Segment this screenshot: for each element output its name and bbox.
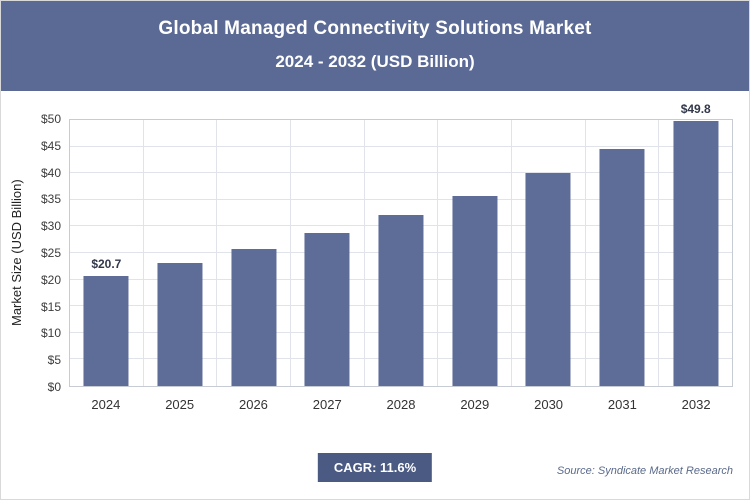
y-tick-label: $40 bbox=[40, 165, 61, 180]
x-tick-label: 2029 bbox=[460, 397, 490, 412]
bar-2025 bbox=[157, 263, 203, 386]
bar-2028 bbox=[378, 215, 424, 386]
y-tick-label: $0 bbox=[47, 380, 61, 394]
y-tick-label: $5 bbox=[47, 353, 61, 368]
y-tick-label: $10 bbox=[40, 326, 61, 341]
x-axis-labels: 2024 2025 2026 2027 2028 2029 2030 2031 2032 bbox=[69, 391, 733, 412]
bar-column bbox=[438, 120, 513, 386]
y-tick-label: $35 bbox=[40, 192, 61, 207]
chart-header: Global Managed Connectivity Solutions Ma… bbox=[1, 1, 749, 91]
bar-column bbox=[217, 120, 292, 386]
bar-column bbox=[365, 120, 439, 386]
bar-column bbox=[291, 120, 365, 386]
gridline bbox=[70, 172, 732, 174]
x-tick-label: 2027 bbox=[312, 397, 342, 412]
cagr-badge: CAGR: 11.6% bbox=[317, 453, 433, 482]
y-tick-label: $15 bbox=[40, 299, 61, 314]
chart-title: Global Managed Connectivity Solutions Ma… bbox=[158, 18, 592, 39]
y-tick-label: $20 bbox=[40, 272, 61, 287]
bar-column bbox=[586, 120, 660, 386]
y-axis-ticks: $0 $5 $10 $15 $20 $25 $30 $35 $40 $45 $50 bbox=[27, 112, 65, 394]
x-tick-label: 2026 bbox=[238, 397, 268, 412]
gridline bbox=[70, 198, 732, 200]
bar-value-label: $49.8 bbox=[680, 102, 711, 117]
x-tick-label: 2032 bbox=[681, 397, 711, 412]
x-tick-label: 2028 bbox=[386, 397, 416, 412]
y-tick-label: $45 bbox=[40, 138, 61, 153]
bar-column bbox=[144, 120, 218, 386]
bar-2029 bbox=[452, 195, 498, 386]
chart-subtitle: 2024 - 2032 (USD Billion) bbox=[275, 52, 475, 71]
bar-column: $49.8 bbox=[659, 102, 732, 386]
bar-column: $20.7 bbox=[70, 120, 144, 386]
x-tick-label: 2031 bbox=[607, 397, 637, 412]
x-tick-label: 2030 bbox=[534, 397, 564, 412]
bar-2032 bbox=[673, 121, 719, 386]
y-tick-label: $30 bbox=[40, 219, 61, 234]
y-axis-title: Market Size (USD Billion) bbox=[9, 179, 24, 327]
plot-area: $20.7 $49.8 bbox=[69, 102, 733, 387]
bar-2027 bbox=[304, 232, 350, 386]
bar-2031 bbox=[599, 148, 645, 386]
bar-value-label: $20.7 bbox=[91, 256, 122, 271]
y-tick-label: $25 bbox=[40, 246, 61, 260]
y-tick-label: $50 bbox=[40, 112, 61, 126]
bar-2024 bbox=[83, 275, 129, 386]
x-tick-label: 2025 bbox=[165, 397, 195, 412]
bar-column bbox=[512, 120, 586, 386]
source-attribution: Source: Syndicate Market Research bbox=[556, 465, 733, 477]
x-tick-label: 2024 bbox=[91, 397, 121, 412]
gridline bbox=[70, 145, 732, 147]
bar-2030 bbox=[525, 173, 571, 386]
bar-2026 bbox=[231, 248, 277, 386]
